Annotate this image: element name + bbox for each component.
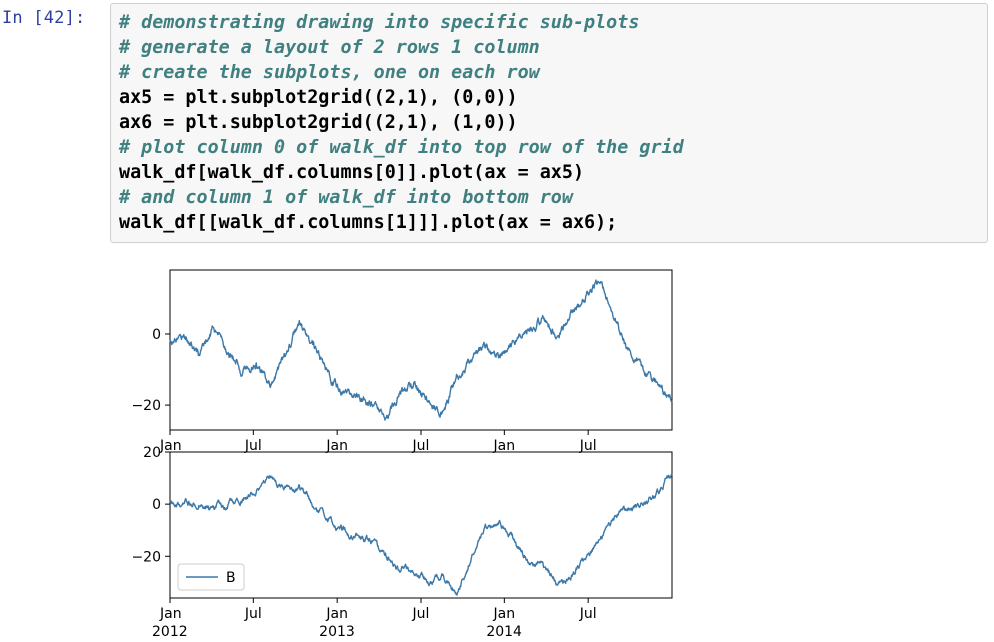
subplots-figure: 0 −20 Jan Jul Jan Jul Jan Jul 20 0 −20 Jan 2012 Jul Ja… [131,269,673,640]
x-tick-label: Jul [412,606,430,622]
series-line [169,279,673,421]
code-input-area[interactable]: # demonstrating drawing into specific su… [110,3,988,243]
x-tick-label: Jan [159,606,182,622]
x-tick-year-label: 2014 [486,624,522,640]
x-tick-label: Jan [493,438,516,454]
legend-label: B [226,570,236,586]
x-tick-label: Jan [493,606,516,622]
code-comment-line: # demonstrating drawing into specific su… [119,12,640,33]
y-tick-label: −20 [131,398,161,414]
x-tick-year-label: 2012 [152,624,188,640]
x-tick-label: Jul [244,606,262,622]
x-tick-label: Jul [244,438,262,454]
x-tick-year-label: 2013 [319,624,355,640]
axes-frame [169,451,673,599]
subplot-1: 0 −20 Jan Jul Jan Jul Jan Jul [131,269,673,454]
code-line: ax5 = plt.subplot2grid((2,1), (0,0)) [119,87,518,108]
x-tick-label: Jul [579,606,597,622]
code-comment-line: # create the subplots, one on each row [119,62,540,83]
code-comment-line: # plot column 0 of walk_df into top row … [119,137,684,158]
subplot-2: 20 0 −20 Jan 2012 Jul Jan 2013 Jul Jan 2014 Jul B [131,445,673,640]
x-tick-label: Jan [159,438,182,454]
code-line: ax6 = plt.subplot2grid((2,1), (1,0)) [119,112,518,133]
x-tick-label: Jan [325,438,348,454]
x-tick-label: Jul [412,438,430,454]
y-tick-label: 0 [152,497,161,513]
series-line [169,473,673,596]
code-comment-line: # and column 1 of walk_df into bottom ro… [119,187,573,208]
y-tick-label: 0 [152,327,161,343]
code-line: walk_df[walk_df.columns[0]].plot(ax = ax… [119,162,585,183]
output-area: 0 −20 Jan Jul Jan Jul Jan Jul 20 0 −20 Jan 2012 Jul Ja… [110,258,710,642]
y-tick-label: 20 [143,445,161,461]
code-comment-line: # generate a layout of 2 rows 1 column [119,37,540,58]
x-tick-label: Jan [325,606,348,622]
input-prompt: In [42]: [2,8,86,28]
y-tick-label: −20 [131,549,161,565]
x-tick-label: Jul [579,438,597,454]
axes-frame [169,269,673,431]
code-line: walk_df[[walk_df.columns[1]]].plot(ax = … [119,212,618,233]
